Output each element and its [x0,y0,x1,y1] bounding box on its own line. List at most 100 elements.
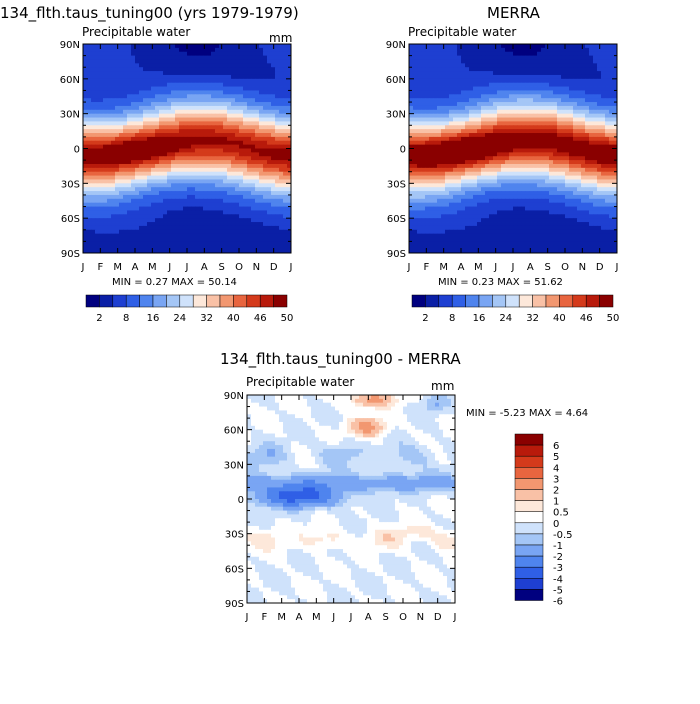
contour-cell [279,199,283,203]
contour-cell [255,164,259,168]
contour-cell [223,44,227,48]
contour-cell [87,44,91,48]
contour-cell [549,172,553,176]
contour-cell [95,90,99,94]
contour-cell [485,168,489,172]
contour-cell [461,90,465,94]
contour-cell [561,87,565,91]
contour-cell [199,222,203,226]
contour-cell [493,129,497,133]
contour-cell [207,87,211,91]
contour-cell [263,129,267,133]
contour-cell [521,129,525,133]
contour-cell [231,87,235,91]
contour-cell [565,118,569,122]
contour-cell [433,160,437,164]
contour-cell [123,160,127,164]
contour-cell [429,67,433,71]
contour-cell [99,245,103,249]
contour-cell [167,90,171,94]
contour-cell [529,67,533,71]
contour-cell [279,160,283,164]
contour-cell [461,172,465,176]
contour-cell [537,90,541,94]
contour-cell [449,52,453,56]
contour-cell [183,56,187,60]
contour-cell [537,168,541,172]
contour-cell [433,121,437,125]
variable-label: Precipitable water [408,25,516,39]
contour-cell [529,71,533,75]
contour-cell [127,83,131,87]
contour-cell [275,141,279,145]
contour-cell [437,149,441,153]
contour-cell [159,199,163,203]
contour-cell [545,183,549,187]
contour-cell [203,94,207,98]
contour-cell [593,48,597,52]
contour-cell [433,75,437,79]
contour-cell [151,160,155,164]
contour-cell [183,114,187,118]
contour-cell [155,59,159,63]
contour-cell [263,179,267,183]
contour-cell [267,87,271,91]
contour-cell [183,207,187,211]
contour-cell [259,172,263,176]
contour-cell [231,164,235,168]
contour-cell [255,48,259,52]
contour-cell [457,176,461,180]
contour-cell [207,94,211,98]
contour-cell [275,110,279,114]
contour-cell [433,141,437,145]
contour-cell [179,87,183,91]
contour-cell [421,90,425,94]
contour-cell [255,125,259,129]
contour-cell [533,145,537,149]
contour-cell [453,141,457,145]
contour-cell [481,114,485,118]
contour-cell [545,152,549,156]
contour-cell [211,133,215,137]
contour-cell [267,75,271,79]
contour-cell [263,199,267,203]
contour-cell [247,129,251,133]
contour-cell [203,87,207,91]
contour-cell [123,79,127,83]
contour-cell [477,106,481,110]
contour-cell [425,137,429,141]
contour-cell [553,87,557,91]
contour-cell [167,114,171,118]
contour-cell [413,87,417,91]
contour-cell [131,199,135,203]
contour-cell [553,195,557,199]
contour-cell [139,199,143,203]
contour-cell [219,114,223,118]
contour-cell [239,187,243,191]
contour-cell [235,63,239,67]
contour-cell [251,63,255,67]
contour-cell [521,183,525,187]
contour-cell [465,149,469,153]
contour-cell [151,187,155,191]
contour-cell [203,63,207,67]
contour-cell [267,52,271,56]
contour-cell [283,164,287,168]
contour-cell [429,110,433,114]
contour-cell [207,222,211,226]
contour-cell [267,102,271,106]
contour-cell [469,98,473,102]
contour-cell [581,83,585,87]
contour-cell [199,149,203,153]
contour-cell [513,172,517,176]
contour-cell [151,87,155,91]
contour-cell [231,238,235,242]
contour-cell [195,152,199,156]
contour-cell [409,67,413,71]
contour-cell [465,102,469,106]
contour-cell [537,83,541,87]
contour-cell [135,199,139,203]
contour-cell [581,52,585,56]
contour-cell [115,238,119,242]
contour-cell [139,106,143,110]
